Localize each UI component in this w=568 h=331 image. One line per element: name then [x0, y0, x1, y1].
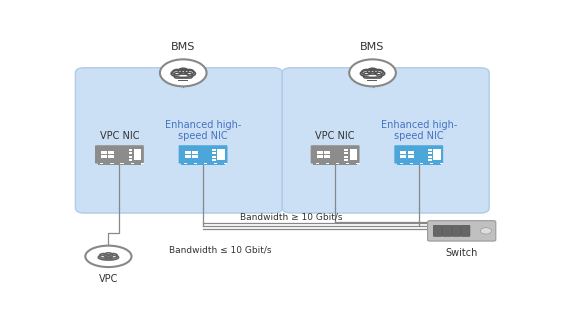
- FancyBboxPatch shape: [461, 225, 470, 236]
- FancyBboxPatch shape: [178, 145, 228, 164]
- Bar: [345, 149, 348, 151]
- Bar: [428, 152, 432, 154]
- Bar: [98, 163, 141, 165]
- Bar: [101, 155, 107, 158]
- Bar: [345, 152, 348, 154]
- Bar: [400, 163, 403, 165]
- Text: VPC NIC: VPC NIC: [99, 131, 139, 141]
- Bar: [326, 163, 329, 165]
- Bar: [129, 159, 132, 161]
- Bar: [428, 149, 432, 151]
- Bar: [108, 151, 114, 154]
- Bar: [224, 163, 228, 165]
- FancyBboxPatch shape: [433, 225, 442, 236]
- FancyBboxPatch shape: [452, 225, 461, 236]
- Bar: [336, 163, 339, 165]
- Bar: [181, 163, 225, 165]
- Text: Bandwidth ≥ 10 Gbit/s: Bandwidth ≥ 10 Gbit/s: [240, 213, 343, 221]
- Bar: [349, 149, 357, 160]
- Bar: [397, 163, 441, 165]
- Bar: [218, 149, 225, 160]
- Bar: [316, 163, 319, 165]
- FancyBboxPatch shape: [311, 145, 360, 164]
- Text: VPC: VPC: [99, 274, 118, 284]
- FancyBboxPatch shape: [394, 145, 443, 164]
- Bar: [204, 163, 207, 165]
- Text: BMS: BMS: [171, 42, 195, 52]
- Bar: [345, 156, 348, 158]
- Circle shape: [377, 75, 378, 76]
- Bar: [110, 163, 114, 165]
- Bar: [129, 156, 132, 158]
- Bar: [134, 149, 141, 160]
- Bar: [185, 151, 190, 154]
- Bar: [317, 155, 323, 158]
- Bar: [324, 155, 330, 158]
- Bar: [185, 155, 190, 158]
- Bar: [428, 159, 432, 161]
- Bar: [356, 163, 360, 165]
- Bar: [212, 156, 216, 158]
- Bar: [192, 155, 198, 158]
- Bar: [212, 159, 216, 161]
- Bar: [400, 155, 406, 158]
- Ellipse shape: [85, 246, 132, 267]
- Bar: [314, 163, 357, 165]
- Text: Enhanced high-
speed NIC: Enhanced high- speed NIC: [381, 120, 457, 141]
- Bar: [433, 149, 441, 160]
- Bar: [120, 163, 124, 165]
- FancyBboxPatch shape: [282, 68, 489, 213]
- Bar: [324, 151, 330, 154]
- Bar: [317, 151, 323, 154]
- Bar: [129, 149, 132, 151]
- Bar: [408, 151, 414, 154]
- Text: Switch: Switch: [445, 248, 478, 258]
- Bar: [129, 152, 132, 154]
- Bar: [408, 155, 414, 158]
- Bar: [214, 163, 218, 165]
- Circle shape: [349, 59, 396, 86]
- Bar: [131, 163, 133, 165]
- Bar: [428, 156, 432, 158]
- Bar: [346, 163, 349, 165]
- Bar: [141, 163, 144, 165]
- Bar: [430, 163, 433, 165]
- Bar: [420, 163, 423, 165]
- Circle shape: [481, 228, 491, 234]
- Text: Bandwidth ≤ 10 Gbit/s: Bandwidth ≤ 10 Gbit/s: [169, 246, 272, 255]
- Text: Enhanced high-
speed NIC: Enhanced high- speed NIC: [165, 120, 241, 141]
- Bar: [101, 163, 103, 165]
- Bar: [440, 163, 443, 165]
- Circle shape: [187, 75, 189, 76]
- FancyBboxPatch shape: [442, 225, 452, 236]
- Circle shape: [160, 59, 207, 86]
- Bar: [400, 151, 406, 154]
- Bar: [345, 159, 348, 161]
- Bar: [194, 163, 197, 165]
- Bar: [192, 151, 198, 154]
- FancyBboxPatch shape: [76, 68, 282, 213]
- Bar: [101, 151, 107, 154]
- Bar: [212, 149, 216, 151]
- FancyBboxPatch shape: [428, 221, 496, 241]
- Text: BMS: BMS: [360, 42, 385, 52]
- Bar: [212, 152, 216, 154]
- Text: VPC NIC: VPC NIC: [315, 131, 355, 141]
- FancyBboxPatch shape: [95, 145, 144, 164]
- Bar: [410, 163, 413, 165]
- Bar: [184, 163, 187, 165]
- Bar: [108, 155, 114, 158]
